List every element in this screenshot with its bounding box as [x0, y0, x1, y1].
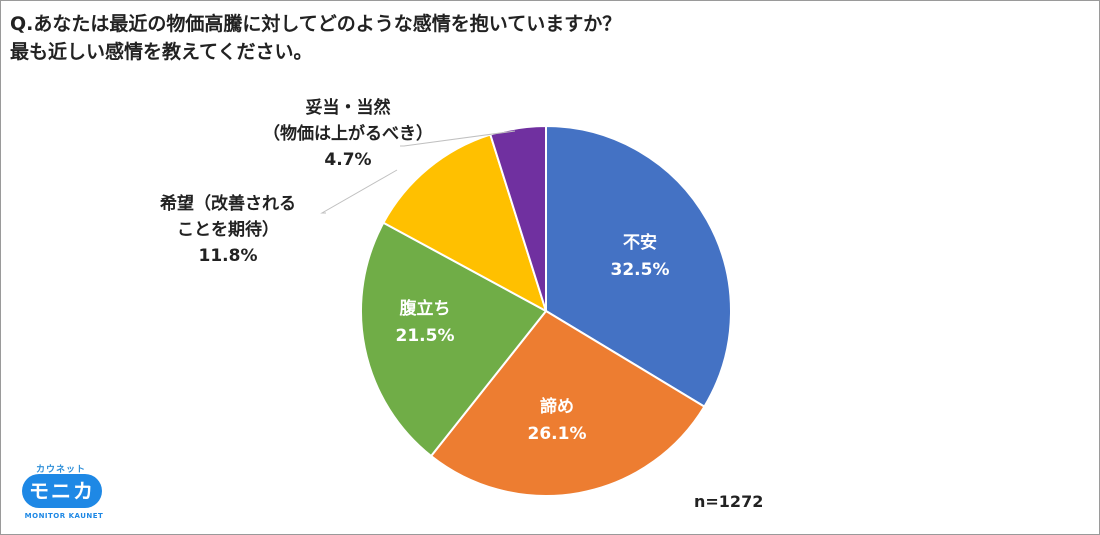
logo-kana-text: カウネット [36, 465, 87, 475]
pie-slice-kibou [382, 133, 548, 314]
slice-label-datou-line1: 妥当・当然 [305, 98, 391, 118]
leader-line-datou [400, 130, 516, 147]
slice-label-kibou-line1: 希望（改善される [160, 194, 296, 214]
sample-size-label: n=1272 [694, 492, 764, 511]
logo-badge: モニカ [22, 474, 102, 508]
logo-subtitle: MONITOR KAUNET [24, 512, 104, 520]
slice-label-kibou: 希望（改善される ことを期待） 11.8% [118, 191, 338, 269]
slice-label-kibou-value: 11.8% [198, 246, 258, 266]
title-line-2: 最も近しい感情を教えてください。 [10, 41, 313, 63]
slice-label-datou: 妥当・当然 （物価は上がるべき） 4.7% [238, 95, 458, 173]
leader-line-kibou [320, 169, 398, 214]
pie-slice-fuan [545, 124, 732, 408]
slice-label-haradachi-value: 21.5% [395, 326, 455, 346]
slice-label-datou-line2: （物価は上がるべき） [263, 124, 433, 144]
slice-label-kibou-line2: ことを期待） [177, 220, 279, 240]
slice-label-fuan: 不安 32.5% [600, 230, 680, 284]
slice-label-datou-value: 4.7% [324, 150, 372, 170]
slice-label-akirame-value: 26.1% [527, 424, 587, 444]
monika-logo: カウネット モニカ MONITOR KAUNET [18, 462, 110, 524]
title-line-1: Q.あなたは最近の物価高騰に対してどのような感情を抱いていますか？ [10, 13, 622, 35]
slice-label-haradachi: 腹立ち 21.5% [380, 296, 470, 350]
slice-label-fuan-value: 32.5% [610, 260, 670, 280]
chart-title: Q.あなたは最近の物価高騰に対してどのような感情を抱いていますか？ 最も近しい感… [10, 10, 1010, 66]
slice-label-haradachi-name: 腹立ち [399, 299, 451, 319]
slice-label-akirame: 諦め 26.1% [512, 394, 602, 448]
slice-label-akirame-name: 諦め [540, 397, 574, 417]
pie-slice-akirame [429, 309, 706, 497]
pie-slice-haradachi [360, 221, 548, 458]
slice-label-fuan-name: 不安 [623, 233, 657, 253]
